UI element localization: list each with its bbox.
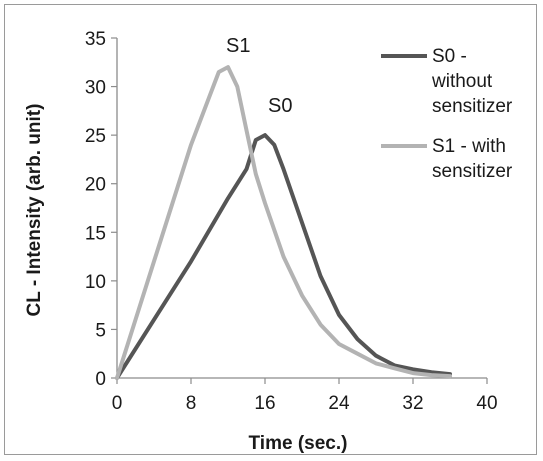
- x-tick-label: 32: [402, 393, 423, 414]
- y-tick-label: 20: [85, 175, 106, 196]
- series-line-s0: [115, 133, 452, 380]
- x-tick-label: 8: [186, 393, 197, 414]
- x-tick-label: 24: [328, 393, 350, 414]
- legend: S0 - without sensitizer S1 - with sensitizer: [381, 46, 513, 182]
- series-lines: [115, 65, 452, 380]
- x-tick-label: 16: [254, 393, 275, 414]
- legend-label-s0: without: [431, 71, 493, 92]
- chart-frame: [4, 4, 537, 455]
- y-tick-label: 10: [85, 272, 106, 293]
- y-axis-title: CL - Intensity (arb. unit): [24, 104, 45, 317]
- y-tick-label: 0: [95, 369, 106, 390]
- legend-label-s0: S0 -: [432, 46, 467, 67]
- y-tick-label: 5: [95, 320, 106, 341]
- series-annotations: S0 S1: [226, 35, 292, 117]
- y-tick-label: 25: [85, 126, 106, 147]
- legend-label-s1: S1 - with: [432, 136, 506, 157]
- x-axis-title: Time (sec.): [249, 433, 348, 454]
- x-tick-label: 40: [476, 393, 497, 414]
- tick-labels: 0 5 10 15 20 25 30 35 0 8 16 24 32 40: [85, 29, 498, 414]
- series-annotation-s0: S0: [268, 95, 292, 117]
- y-tick-label: 35: [85, 29, 106, 50]
- series-annotation-s1: S1: [226, 35, 250, 57]
- series-line-s1: [115, 65, 452, 380]
- x-tick-label: 0: [112, 393, 123, 414]
- y-tick-label: 30: [85, 78, 106, 99]
- legend-label-s1: sensitizer: [432, 161, 513, 182]
- legend-label-s0: sensitizer: [432, 96, 513, 117]
- y-tick-label: 15: [85, 223, 106, 244]
- axes: [116, 38, 487, 379]
